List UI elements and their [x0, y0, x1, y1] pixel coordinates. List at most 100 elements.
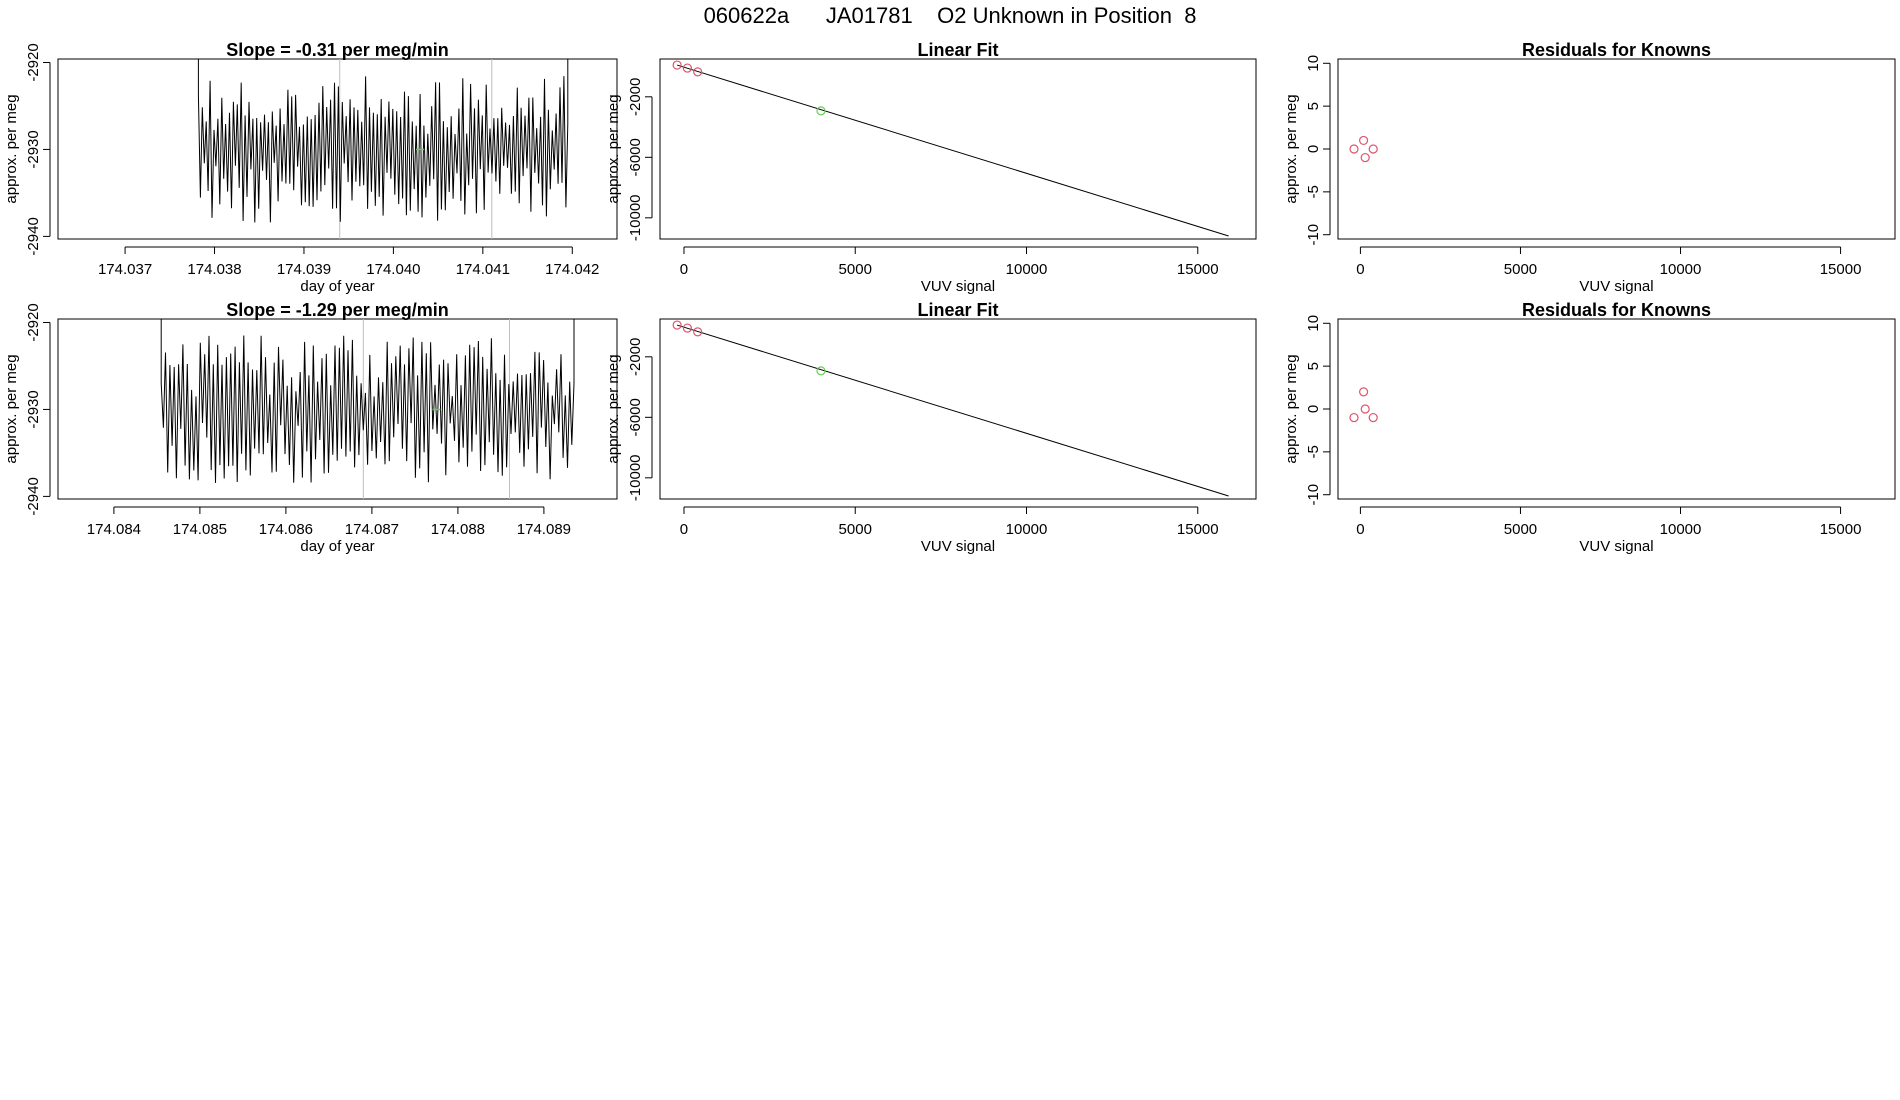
plot-linear-fit-1: Linear Fit VUV signal approx. per meg 0 5000… — [605, 40, 1257, 295]
x-axis-label: day of year — [300, 278, 374, 295]
x-tick-label: 5000 — [839, 521, 872, 538]
y-tick-label: -2920 — [25, 43, 42, 81]
known-point — [682, 63, 693, 73]
x-tick-label: 15000 — [1820, 521, 1862, 538]
x-tick-label: 10000 — [1660, 521, 1702, 538]
residual-point — [1349, 144, 1359, 154]
residual-point — [1349, 412, 1359, 423]
x-tick-label: 5000 — [839, 261, 872, 278]
residual-point — [1359, 135, 1369, 146]
y-tick-label: -5 — [1305, 185, 1322, 198]
residual-point — [1360, 404, 1370, 414]
drift-trace — [197, 59, 569, 223]
chart-title: Linear Fit — [917, 40, 998, 60]
x-tick-label: 174.039 — [277, 261, 331, 278]
y-tick-label: -2930 — [25, 130, 42, 168]
plot-frame — [659, 58, 1257, 240]
x-tick-label: 0 — [1356, 521, 1364, 538]
x-tick-label: 174.087 — [345, 521, 399, 538]
known-point — [672, 60, 682, 70]
x-tick-label: 174.037 — [98, 261, 152, 278]
plot-frame — [1337, 318, 1896, 500]
x-axis-label: VUV signal — [1579, 538, 1653, 555]
plot-residuals-1: Residuals for Knowns VUV signal approx. pe… — [1283, 40, 1896, 295]
residual-point — [1368, 412, 1378, 423]
known-point — [693, 327, 703, 337]
y-axis-label: approx. per meg — [605, 94, 622, 203]
y-tick-label: -2920 — [25, 303, 42, 341]
y-tick-label: 5 — [1305, 102, 1322, 110]
plot-frame — [1337, 58, 1896, 240]
y-tick-label: 0 — [1305, 405, 1322, 413]
y-tick-label: -2940 — [25, 217, 42, 255]
y-tick-label: -6000 — [627, 398, 644, 436]
y-axis-label: approx. per meg — [3, 94, 20, 203]
chart-title: Residuals for Knowns — [1522, 40, 1711, 60]
plot-residuals-2: Residuals for Knowns VUV signal approx. pe… — [1283, 300, 1896, 555]
page-title: 060622a JA01781 O2 Unknown in Position 8 — [703, 3, 1197, 28]
x-tick-label: 15000 — [1177, 521, 1219, 538]
y-tick-label: 10 — [1305, 55, 1322, 72]
y-tick-label: -5 — [1305, 445, 1322, 458]
y-axis-label: approx. per meg — [1283, 354, 1300, 463]
residual-point — [1360, 152, 1370, 163]
plot-drift-1: Slope = -0.31 per meg/min day of year appr… — [3, 40, 618, 295]
chart-title: Slope = -0.31 per meg/min — [226, 40, 449, 60]
x-tick-label: 174.088 — [431, 521, 485, 538]
chart-title: Linear Fit — [917, 300, 998, 320]
x-tick-label: 174.084 — [87, 521, 141, 538]
fit-line — [676, 324, 1229, 497]
x-axis-label: day of year — [300, 538, 374, 555]
x-tick-label: 174.041 — [456, 261, 510, 278]
y-tick-label: 0 — [1305, 145, 1322, 153]
plot-frame — [57, 318, 618, 500]
plot-linear-fit-2: Linear Fit VUV signal approx. per meg 0 5000… — [605, 300, 1257, 555]
x-tick-label: 174.085 — [173, 521, 227, 538]
y-tick-label: -6000 — [627, 138, 644, 176]
x-tick-label: 0 — [1356, 261, 1364, 278]
y-tick-label: -10000 — [627, 454, 644, 501]
x-axis-label: VUV signal — [921, 278, 995, 295]
residual-point — [1368, 144, 1378, 154]
known-point — [672, 320, 682, 330]
x-tick-label: 10000 — [1660, 261, 1702, 278]
x-axis-label: VUV signal — [1579, 278, 1653, 295]
x-tick-label: 174.042 — [545, 261, 599, 278]
plot-drift-2: Slope = -1.29 per meg/min day of year appr… — [3, 300, 618, 555]
drift-trace — [160, 319, 575, 483]
x-tick-label: 174.086 — [259, 521, 313, 538]
y-tick-label: -10 — [1305, 484, 1322, 506]
y-tick-label: -2930 — [25, 390, 42, 428]
chart-title: Residuals for Knowns — [1522, 300, 1711, 320]
y-tick-label: -10 — [1305, 224, 1322, 246]
plot-frame — [57, 58, 618, 240]
y-axis-label: approx. per meg — [1283, 94, 1300, 203]
x-axis-label: VUV signal — [921, 538, 995, 555]
unknown-point — [816, 106, 826, 116]
x-tick-label: 15000 — [1820, 261, 1862, 278]
x-tick-label: 174.040 — [366, 261, 420, 278]
y-axis-label: approx. per meg — [605, 354, 622, 463]
known-point — [693, 67, 703, 77]
residual-point — [1359, 387, 1369, 397]
y-axis-label: approx. per meg — [3, 354, 20, 463]
x-tick-label: 10000 — [1006, 521, 1048, 538]
unknown-point — [816, 366, 826, 376]
known-point — [682, 323, 693, 333]
x-tick-label: 0 — [680, 521, 688, 538]
y-tick-label: -10000 — [627, 194, 644, 241]
y-tick-label: -2940 — [25, 477, 42, 515]
plot-frame — [659, 318, 1257, 500]
x-tick-label: 5000 — [1504, 261, 1537, 278]
x-tick-label: 15000 — [1177, 261, 1219, 278]
x-tick-label: 5000 — [1504, 521, 1537, 538]
x-tick-label: 174.089 — [517, 521, 571, 538]
chart-title: Slope = -1.29 per meg/min — [226, 300, 449, 320]
x-tick-label: 10000 — [1006, 261, 1048, 278]
y-tick-label: -2000 — [627, 338, 644, 376]
x-tick-label: 174.038 — [187, 261, 241, 278]
y-tick-label: -2000 — [627, 78, 644, 116]
fit-line — [676, 64, 1229, 237]
y-tick-label: 10 — [1305, 315, 1322, 332]
y-tick-label: 5 — [1305, 362, 1322, 370]
